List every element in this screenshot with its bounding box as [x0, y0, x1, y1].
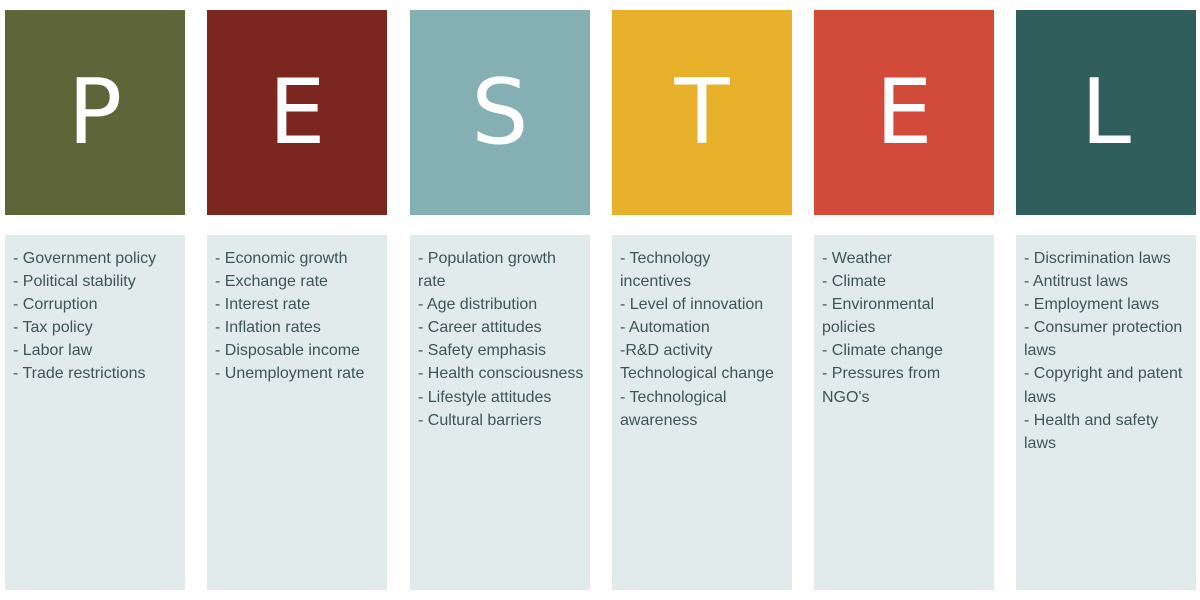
factor-item: - Safety emphasis: [418, 342, 547, 360]
factor-item: - Climate: [822, 273, 887, 291]
factor-item: - Labor law: [13, 342, 93, 360]
letter-tile-e: E: [207, 10, 387, 215]
factor-item: - Pressures from NGO's: [822, 365, 941, 406]
factor-item: - Unemployment rate: [215, 365, 365, 383]
factor-item: - Interest rate: [215, 296, 311, 314]
letter-tile-s: S: [410, 10, 590, 215]
letter-l: L: [1080, 59, 1132, 165]
factor-item: - Antitrust laws: [1024, 273, 1129, 291]
letter-s: S: [471, 59, 529, 165]
factor-item: - Lifestyle attitudes: [418, 388, 552, 406]
factor-panel-technological: - Technology incentives - Level of innov…: [612, 235, 792, 590]
factor-item: - Technological awareness: [620, 388, 727, 429]
factor-item: - Exchange rate: [215, 273, 328, 291]
factor-item: - Inflation rates: [215, 319, 321, 337]
factor-item: - Climate change: [822, 342, 943, 360]
factor-item: - Trade restrictions: [13, 365, 146, 383]
factor-item: - Population growth rate: [418, 250, 556, 291]
letter-tile-l: L: [1016, 10, 1196, 215]
factor-item: - Age distribution: [418, 296, 538, 314]
letter-e: E: [268, 59, 326, 165]
factor-item: - Cultural barriers: [418, 411, 542, 429]
letter-t: T: [674, 59, 730, 165]
column-environmental: E - Weather - Climate - Environmental po…: [814, 10, 994, 590]
factor-item: - Environmental policies: [822, 296, 935, 337]
column-legal: L - Discrimination laws - Antitrust laws…: [1016, 10, 1196, 590]
factor-item: - Employment laws: [1024, 296, 1160, 314]
letter-tile-e-env: E: [814, 10, 994, 215]
factor-item: - Political stability: [13, 273, 136, 291]
letter-tile-t: T: [612, 10, 792, 215]
factor-item: - Disposable income: [215, 342, 360, 360]
factor-item: - Government policy: [13, 250, 157, 267]
factor-item: - Technology incentives: [620, 250, 711, 291]
factor-item: - Career attitudes: [418, 319, 542, 337]
factor-panel-social: - Population growth rate - Age distribut…: [410, 235, 590, 590]
factor-item: - Tax policy: [13, 319, 93, 337]
factor-item: - Level of innovation: [620, 296, 764, 314]
letter-p: P: [67, 59, 123, 165]
factor-item: - Health consciousness: [418, 365, 584, 383]
letter-e-env: E: [875, 59, 933, 165]
column-political: P - Government policy - Political stabil…: [5, 10, 185, 590]
factor-panel-economic: - Economic growth - Exchange rate - Inte…: [207, 235, 387, 590]
factor-panel-environmental: - Weather - Climate - Environmental poli…: [814, 235, 994, 590]
column-economic: E - Economic growth - Exchange rate - In…: [207, 10, 387, 590]
factor-item: - Copyright and patent laws: [1024, 365, 1183, 406]
factor-panel-legal: - Discrimination laws - Antitrust laws -…: [1016, 235, 1196, 590]
column-technological: T - Technology incentives - Level of inn…: [612, 10, 792, 590]
factor-item: - Weather: [822, 250, 892, 267]
factor-panel-political: - Government policy - Political stabilit…: [5, 235, 185, 590]
factor-item: - Consumer protection laws: [1024, 319, 1183, 360]
factor-item: - Corruption: [13, 296, 98, 314]
factor-item: - Automation: [620, 319, 710, 337]
factor-item: - Health and safety laws: [1024, 411, 1159, 452]
letter-tile-p: P: [5, 10, 185, 215]
column-social: S - Population growth rate - Age distrib…: [410, 10, 590, 590]
factor-item: - Discrimination laws: [1024, 250, 1171, 267]
factor-item: - Economic growth: [215, 250, 348, 267]
factor-item: -R&D activity Technological change: [620, 342, 774, 383]
